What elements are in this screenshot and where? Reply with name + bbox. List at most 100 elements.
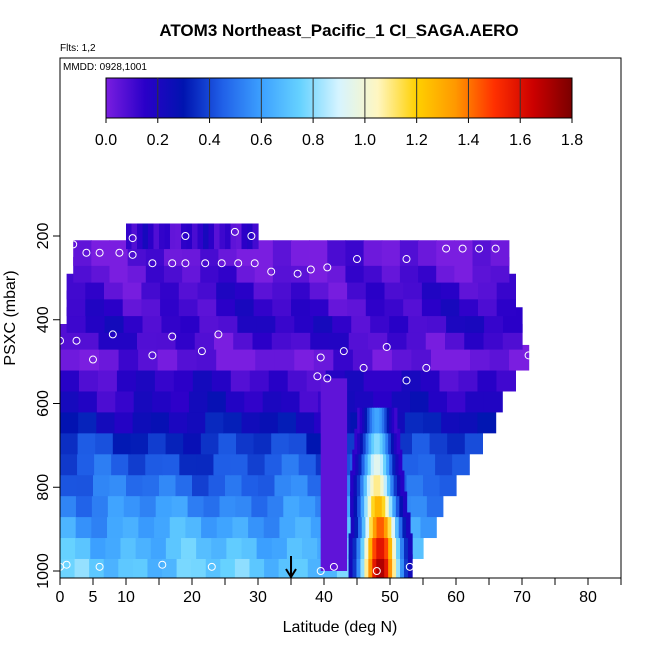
- curtain-cell: [207, 386, 227, 413]
- curtain-cell: [272, 240, 292, 266]
- curtain-cell: [299, 491, 316, 518]
- sample-point: [402, 376, 411, 385]
- curtain-cell: [76, 470, 94, 497]
- curtain-cell: [165, 533, 182, 559]
- curtain-cell: [162, 449, 180, 476]
- curtain-cell: [241, 470, 259, 497]
- curtain-cell: [77, 428, 96, 455]
- plume-cell: [356, 554, 362, 578]
- plume-cell: [385, 491, 390, 518]
- plume-cell: [384, 554, 389, 578]
- plume-cell: [350, 512, 356, 539]
- curtain-cell: [281, 386, 301, 413]
- sample-point: [382, 342, 391, 351]
- curtain-cell: [74, 554, 90, 578]
- plume-cell: [383, 512, 389, 539]
- sample-point: [234, 259, 243, 268]
- x-axis: 0 5 10 20 30 40 50 60 70 80: [56, 578, 622, 606]
- curtain-cell: [252, 223, 259, 250]
- curtain-cell: [225, 470, 243, 497]
- sample-point: [148, 259, 157, 268]
- curtain-cell: [211, 365, 232, 392]
- sample-point: [108, 330, 117, 339]
- curtain-cell: [454, 240, 474, 266]
- plume-cell: [359, 428, 364, 455]
- curtain-cell: [430, 344, 452, 371]
- curtain-cell: [93, 470, 111, 497]
- plume-cell: [376, 449, 381, 476]
- sample-point: [316, 567, 325, 575]
- plume-cell: [386, 407, 391, 434]
- curtain-cell: [459, 407, 479, 434]
- curtain-cell: [78, 365, 99, 392]
- plume-cell: [360, 533, 366, 559]
- curtain-cell: [464, 428, 483, 455]
- curtain-cell: [175, 223, 182, 250]
- curtain-cell: [176, 554, 192, 578]
- sample-point: [372, 567, 381, 575]
- sample-point: [247, 232, 256, 240]
- curtain-cell: [452, 449, 470, 476]
- curtain-cell: [439, 470, 457, 497]
- plume-cell: [391, 512, 396, 539]
- curtain-cell: [111, 449, 129, 476]
- curtain-cell: [153, 223, 160, 250]
- curtain-cell: [256, 533, 273, 559]
- plume-cell: [376, 554, 381, 578]
- curtain-cell: [277, 407, 297, 434]
- curtain-cell: [236, 223, 243, 250]
- plume-cell: [400, 470, 405, 497]
- plume-cell: [394, 407, 398, 434]
- curtain-cell: [165, 428, 184, 455]
- curtain-cell: [219, 491, 237, 518]
- plume-cell: [374, 428, 378, 455]
- curtain-cell: [223, 407, 243, 434]
- curtain-cell: [203, 491, 221, 518]
- curtain-cell: [288, 428, 307, 455]
- curtain-cell: [132, 407, 152, 434]
- low-column-layer: [320, 378, 348, 571]
- sample-point: [62, 560, 71, 569]
- sample-point: [422, 363, 431, 372]
- curtain-cell: [426, 491, 444, 518]
- y-tick-label: 400: [35, 306, 52, 333]
- curtain-cell: [75, 533, 91, 559]
- plume-cell: [388, 533, 393, 559]
- plot-area: [60, 223, 533, 578]
- plume-cell: [352, 449, 357, 476]
- curtain-cell: [183, 428, 202, 455]
- curtain-cell: [406, 470, 424, 497]
- sample-point: [359, 363, 368, 372]
- curtain-cell: [439, 365, 460, 392]
- plume-cell: [353, 470, 358, 497]
- plume-cell: [366, 470, 372, 497]
- colorbar-dividers: [157, 78, 521, 118]
- plume-cell: [387, 512, 393, 539]
- curtain-cell: [60, 554, 76, 578]
- curtain-cell: [251, 491, 268, 518]
- curtain-cell: [248, 512, 265, 539]
- sample-point: [181, 232, 190, 240]
- curtain-cell: [177, 344, 198, 371]
- plume-cell: [380, 554, 385, 578]
- plume-cell: [364, 491, 369, 518]
- plume-cell: [385, 428, 389, 455]
- curtain-cell: [418, 240, 437, 266]
- curtain-cell: [283, 491, 300, 518]
- curtain-cell: [197, 223, 204, 250]
- curtain-cell: [509, 344, 530, 371]
- curtain-cell: [179, 449, 197, 476]
- curtain-cell: [103, 554, 119, 578]
- curtain-cell: [477, 365, 498, 392]
- plume-cell: [407, 533, 413, 559]
- curtain-cell: [94, 449, 112, 476]
- curtain-cell: [236, 428, 255, 455]
- colorbar-tick-label: 1.4: [457, 132, 479, 149]
- curtain-cell: [230, 223, 237, 250]
- sample-point: [201, 259, 210, 268]
- curtain-cell: [247, 223, 254, 250]
- curtain-cell: [295, 512, 312, 539]
- curtain-cell: [268, 365, 289, 392]
- sample-point: [402, 255, 411, 264]
- sample-point: [316, 353, 325, 362]
